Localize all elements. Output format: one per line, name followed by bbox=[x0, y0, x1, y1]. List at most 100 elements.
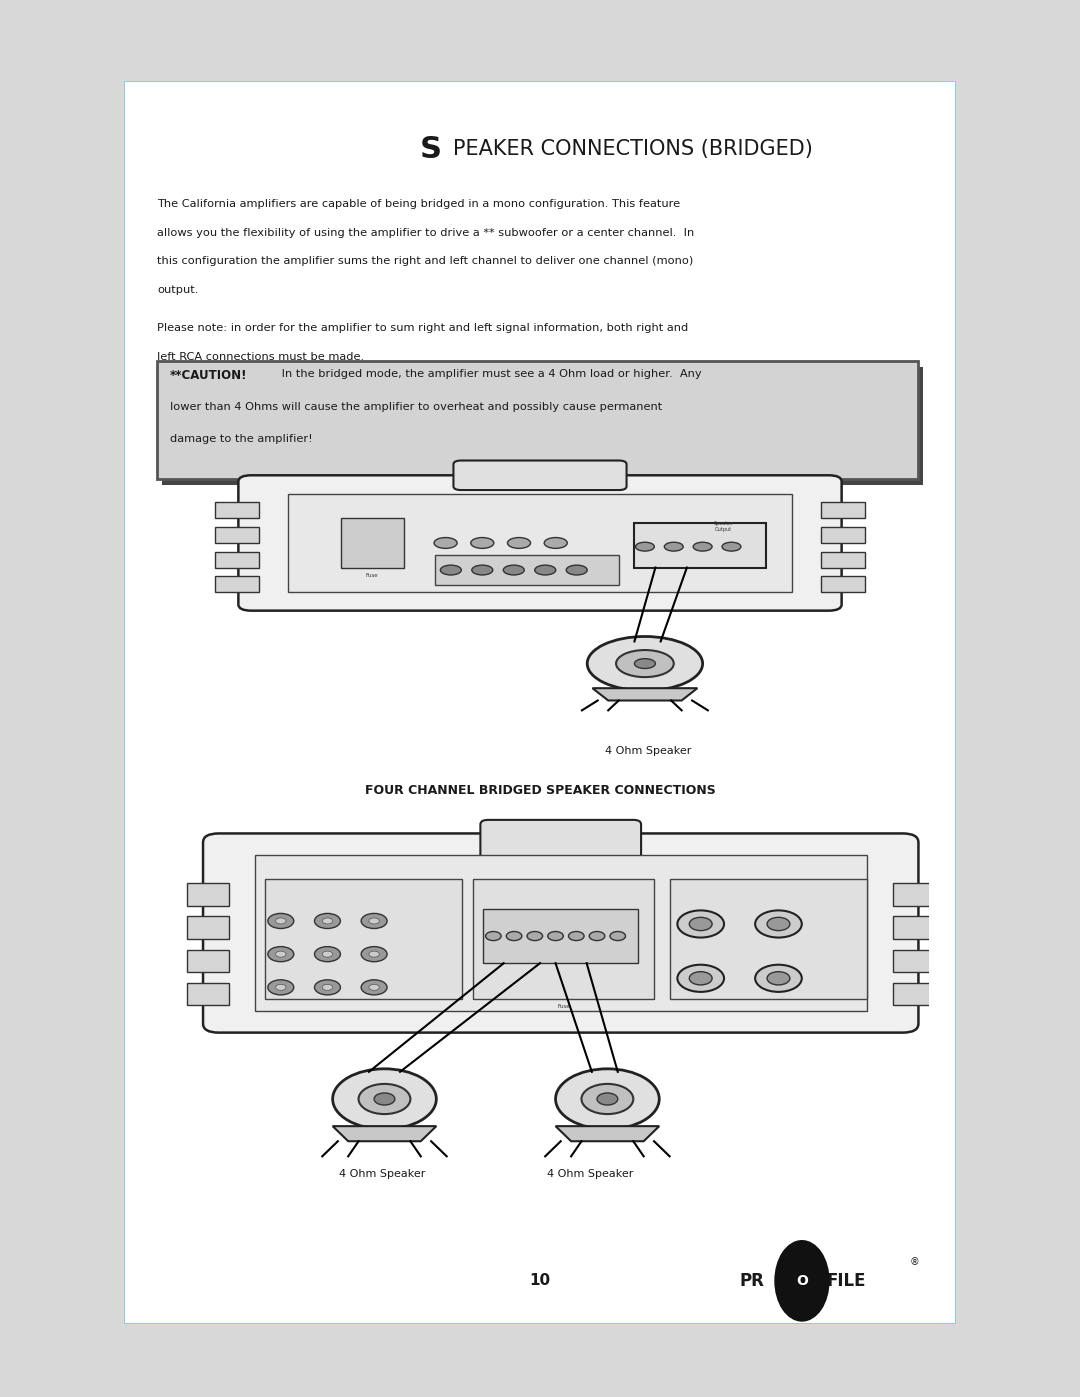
Circle shape bbox=[441, 566, 461, 576]
Text: 4 Ohm Speaker: 4 Ohm Speaker bbox=[339, 1169, 426, 1179]
Circle shape bbox=[275, 918, 286, 923]
Circle shape bbox=[590, 932, 605, 940]
Circle shape bbox=[486, 932, 501, 940]
Text: TWO CHANNEL BRIDGED SPEAKER CONNECTIONS: TWO CHANNEL BRIDGED SPEAKER CONNECTIONS bbox=[367, 510, 713, 522]
Circle shape bbox=[610, 932, 625, 940]
Circle shape bbox=[314, 914, 340, 929]
Text: 10: 10 bbox=[529, 1273, 551, 1288]
Circle shape bbox=[507, 932, 522, 940]
Bar bbox=[158, 360, 918, 479]
Bar bbox=[215, 576, 259, 592]
Text: Please note: in order for the amplifier to sum right and left signal information: Please note: in order for the amplifier … bbox=[158, 324, 689, 334]
Bar bbox=[188, 983, 229, 1006]
Text: FILE: FILE bbox=[827, 1271, 866, 1289]
Bar bbox=[162, 367, 923, 485]
Circle shape bbox=[322, 951, 333, 957]
Text: PEAKER CONNECTIONS (BRIDGED): PEAKER CONNECTIONS (BRIDGED) bbox=[453, 140, 812, 159]
Circle shape bbox=[635, 542, 654, 550]
Circle shape bbox=[634, 658, 656, 669]
Circle shape bbox=[361, 914, 387, 929]
Circle shape bbox=[275, 985, 286, 990]
Circle shape bbox=[359, 1084, 410, 1113]
Polygon shape bbox=[333, 1126, 436, 1141]
Circle shape bbox=[361, 979, 387, 995]
Text: O: O bbox=[796, 1274, 808, 1288]
Bar bbox=[821, 527, 865, 543]
Circle shape bbox=[548, 932, 564, 940]
Circle shape bbox=[775, 1241, 828, 1320]
Text: damage to the amplifier!: damage to the amplifier! bbox=[170, 434, 313, 444]
Bar bbox=[255, 855, 866, 1011]
Circle shape bbox=[689, 972, 712, 985]
Text: FOUR CHANNEL BRIDGED SPEAKER CONNECTIONS: FOUR CHANNEL BRIDGED SPEAKER CONNECTIONS bbox=[365, 784, 715, 796]
Bar bbox=[215, 503, 259, 518]
Circle shape bbox=[568, 932, 584, 940]
Text: output.: output. bbox=[158, 285, 199, 295]
Text: **CAUTION!: **CAUTION! bbox=[170, 369, 247, 383]
Bar bbox=[473, 879, 654, 999]
Circle shape bbox=[503, 566, 524, 576]
Circle shape bbox=[322, 985, 333, 990]
Circle shape bbox=[767, 972, 789, 985]
Bar bbox=[892, 883, 934, 905]
Bar bbox=[340, 518, 404, 567]
FancyBboxPatch shape bbox=[203, 834, 918, 1032]
Text: ®: ® bbox=[910, 1257, 920, 1267]
Bar bbox=[215, 527, 259, 543]
Polygon shape bbox=[593, 689, 698, 700]
Circle shape bbox=[588, 637, 703, 690]
Circle shape bbox=[693, 542, 712, 550]
Circle shape bbox=[755, 911, 801, 937]
Bar bbox=[188, 950, 229, 972]
Text: In the bridged mode, the amplifier must see a 4 Ohm load or higher.  Any: In the bridged mode, the amplifier must … bbox=[278, 369, 702, 380]
Text: lower than 4 Ohms will cause the amplifier to overheat and possibly cause perman: lower than 4 Ohms will cause the amplifi… bbox=[170, 402, 662, 412]
Bar bbox=[188, 916, 229, 939]
Circle shape bbox=[508, 538, 530, 549]
Text: this configuration the amplifier sums the right and left channel to deliver one : this configuration the amplifier sums th… bbox=[158, 256, 693, 267]
Text: left RCA connections must be made.: left RCA connections must be made. bbox=[158, 352, 365, 362]
Bar bbox=[821, 503, 865, 518]
Text: 4 Ohm Speaker: 4 Ohm Speaker bbox=[546, 1169, 633, 1179]
Circle shape bbox=[616, 650, 674, 678]
Circle shape bbox=[677, 911, 724, 937]
Text: allows you the flexibility of using the amplifier to drive a ** subwoofer or a c: allows you the flexibility of using the … bbox=[158, 228, 694, 237]
FancyBboxPatch shape bbox=[481, 820, 642, 859]
Bar bbox=[188, 883, 229, 905]
Bar bbox=[892, 916, 934, 939]
Circle shape bbox=[677, 965, 724, 992]
Circle shape bbox=[767, 918, 789, 930]
Bar bbox=[215, 552, 259, 567]
Circle shape bbox=[275, 951, 286, 957]
Bar bbox=[483, 909, 638, 963]
Bar bbox=[634, 524, 766, 567]
Bar bbox=[266, 879, 462, 999]
Circle shape bbox=[471, 538, 494, 549]
Polygon shape bbox=[555, 1126, 659, 1141]
FancyBboxPatch shape bbox=[239, 475, 841, 610]
Circle shape bbox=[566, 566, 588, 576]
Circle shape bbox=[268, 914, 294, 929]
Circle shape bbox=[723, 542, 741, 550]
FancyBboxPatch shape bbox=[454, 461, 626, 490]
Circle shape bbox=[434, 538, 457, 549]
Text: Fuse: Fuse bbox=[557, 1004, 569, 1009]
Text: S: S bbox=[419, 136, 442, 163]
Circle shape bbox=[527, 932, 542, 940]
Circle shape bbox=[333, 1069, 436, 1129]
Circle shape bbox=[322, 918, 333, 923]
Circle shape bbox=[755, 965, 801, 992]
Circle shape bbox=[374, 1092, 395, 1105]
Circle shape bbox=[268, 947, 294, 961]
Text: Speaker
Output: Speaker Output bbox=[714, 521, 733, 532]
Circle shape bbox=[544, 538, 567, 549]
Bar bbox=[892, 950, 934, 972]
Circle shape bbox=[369, 918, 379, 923]
Circle shape bbox=[581, 1084, 633, 1113]
Circle shape bbox=[361, 947, 387, 961]
Circle shape bbox=[664, 542, 684, 550]
Circle shape bbox=[472, 566, 492, 576]
Text: Fuse: Fuse bbox=[366, 573, 378, 577]
Circle shape bbox=[535, 566, 556, 576]
Circle shape bbox=[369, 951, 379, 957]
Bar bbox=[435, 555, 619, 585]
